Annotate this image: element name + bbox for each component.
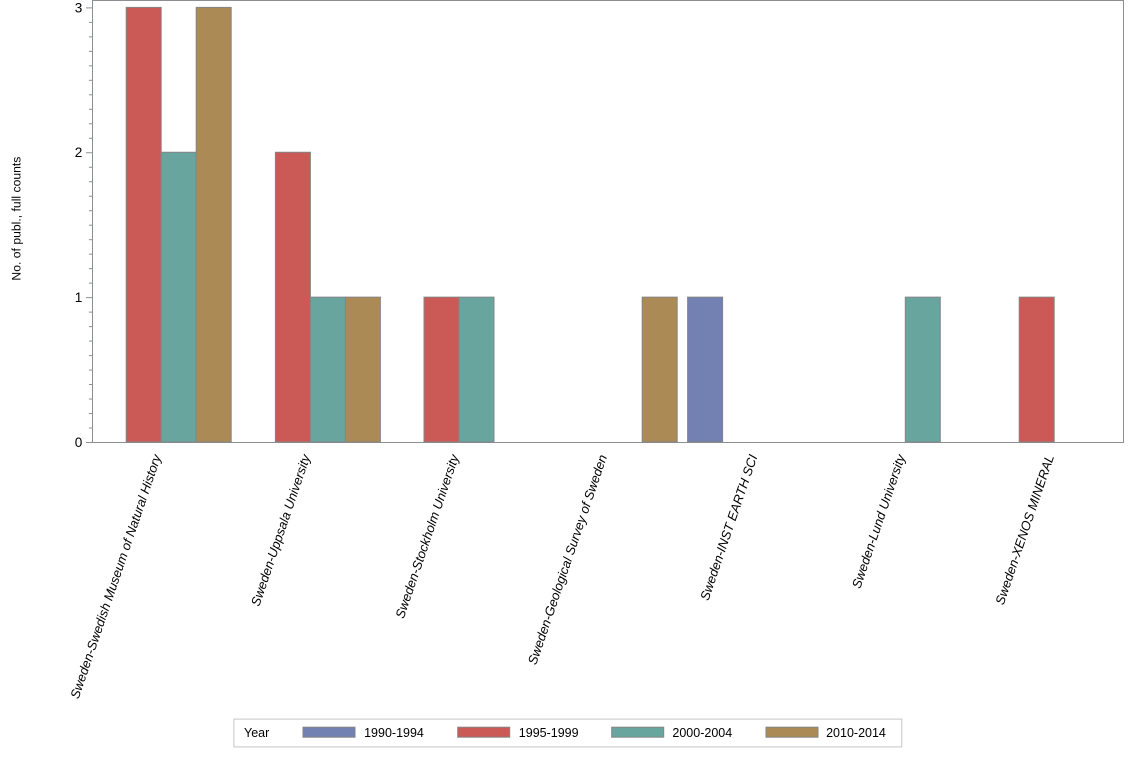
svg-text:1990-1994: 1990-1994	[364, 726, 424, 740]
svg-text:Sweden-Lund University: Sweden-Lund University	[849, 451, 909, 590]
svg-text:2010-2014: 2010-2014	[826, 726, 886, 740]
svg-text:Sweden-Swedish Museum of Natur: Sweden-Swedish Museum of Natural History	[67, 451, 164, 700]
svg-text:0: 0	[75, 435, 83, 450]
svg-text:2: 2	[75, 145, 83, 160]
svg-text:Sweden-Stockholm University: Sweden-Stockholm University	[392, 451, 462, 620]
svg-text:No. of publ., full counts: No. of publ., full counts	[10, 157, 24, 281]
svg-text:Sweden-Geological Survey of Sw: Sweden-Geological Survey of Sweden	[525, 453, 610, 667]
svg-text:1995-1999: 1995-1999	[519, 726, 579, 740]
svg-text:Sweden-XENOS MINERAL: Sweden-XENOS MINERAL	[992, 453, 1057, 607]
svg-text:Sweden-INST EARTH SCI: Sweden-INST EARTH SCI	[697, 452, 761, 602]
svg-text:3: 3	[75, 0, 83, 15]
svg-text:1: 1	[75, 290, 83, 305]
svg-text:Sweden-Uppsala University: Sweden-Uppsala University	[248, 451, 314, 608]
svg-text:2000-2004: 2000-2004	[672, 726, 732, 740]
svg-text:Year: Year	[244, 726, 269, 740]
